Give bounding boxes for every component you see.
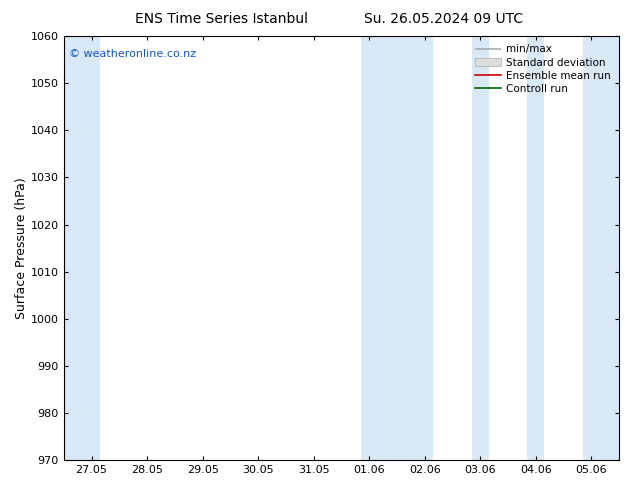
Bar xyxy=(64,36,100,460)
Text: Su. 26.05.2024 09 UTC: Su. 26.05.2024 09 UTC xyxy=(365,12,523,26)
Text: © weatheronline.co.nz: © weatheronline.co.nz xyxy=(69,49,197,59)
Bar xyxy=(361,36,433,460)
Text: ENS Time Series Istanbul: ENS Time Series Istanbul xyxy=(136,12,308,26)
Y-axis label: Surface Pressure (hPa): Surface Pressure (hPa) xyxy=(15,177,28,319)
Bar xyxy=(583,36,619,460)
Legend: min/max, Standard deviation, Ensemble mean run, Controll run: min/max, Standard deviation, Ensemble me… xyxy=(472,41,614,97)
Bar xyxy=(472,36,489,460)
Bar xyxy=(527,36,544,460)
